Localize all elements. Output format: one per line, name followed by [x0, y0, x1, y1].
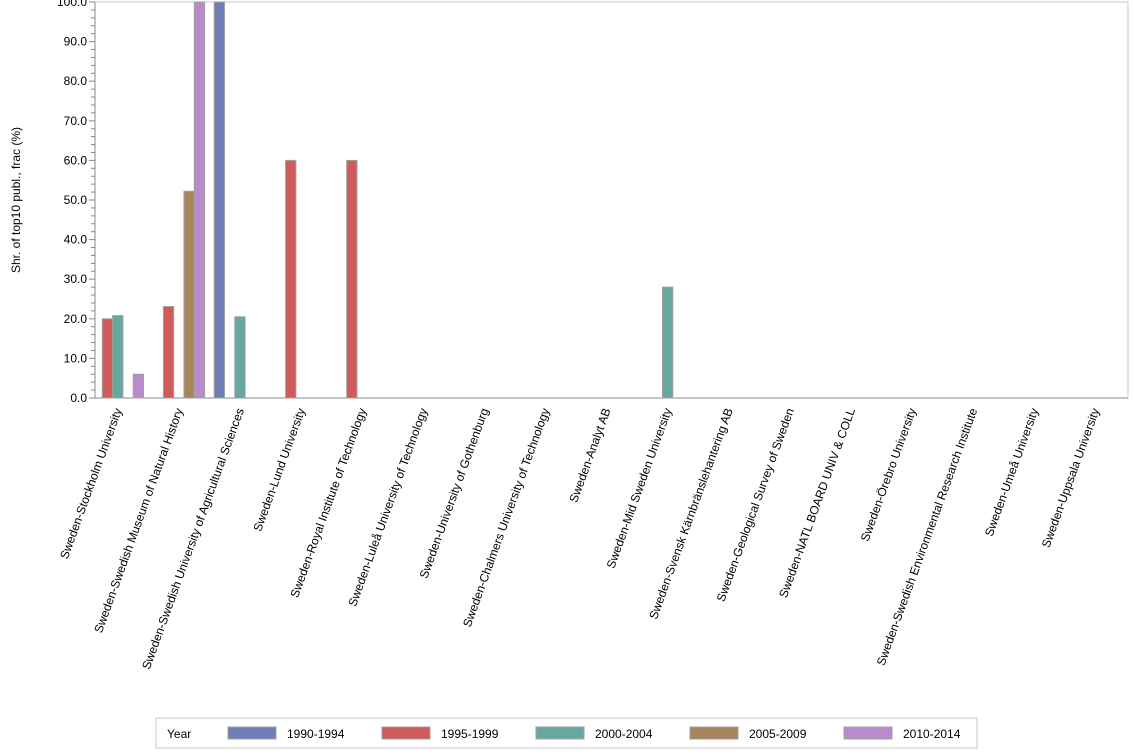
- legend-title: Year: [167, 727, 191, 741]
- y-tick-label: 70.0: [64, 114, 88, 128]
- x-tick-label: Sweden-University of Gothenburg: [417, 406, 492, 580]
- y-tick-label: 50.0: [64, 193, 88, 207]
- bar-1995-1999-1: [162, 306, 175, 399]
- x-tick-label: Sweden-Analyt AB: [566, 406, 613, 504]
- y-tick-label: 100.0: [57, 0, 87, 9]
- y-axis-title: Shr. of top10 publ., frac (%): [9, 127, 23, 273]
- bar-1995-1999-0: [101, 318, 114, 399]
- y-tick-label: 80.0: [64, 74, 88, 88]
- x-tick-label: Sweden-Swedish University of Agricultura…: [139, 406, 247, 671]
- bar-1995-1999-3: [285, 159, 297, 399]
- x-tick-label: Sweden-Lund University: [250, 406, 308, 533]
- x-tick-label: Sweden-Swedish Environmental Research In…: [874, 406, 981, 667]
- bar-1990-1994-2: [213, 1, 225, 399]
- bar-2000-2004-0: [112, 315, 124, 399]
- x-tick-label: Sweden-Örebro University: [858, 406, 919, 543]
- bars: [101, 1, 674, 399]
- y-tick-label: 90.0: [64, 35, 88, 49]
- legend-label: 2010-2014: [903, 727, 961, 741]
- y-tick-label: 0.0: [70, 391, 87, 405]
- bar-1995-1999-4: [346, 159, 358, 399]
- legend-swatch: [381, 726, 431, 740]
- x-tick-label: Sweden-Stockholm University: [57, 406, 125, 561]
- legend-swatch: [843, 726, 893, 740]
- y-tick-label: 30.0: [64, 272, 88, 286]
- plot-frame: [94, 1, 1129, 399]
- x-tick-label: Sweden-Umeå University: [982, 406, 1041, 538]
- x-tick-label: Sweden-Uppsala University: [1039, 406, 1103, 549]
- legend-label: 2000-2004: [595, 727, 653, 741]
- legend-label: 2005-2009: [749, 727, 807, 741]
- legend-swatch: [535, 726, 585, 740]
- y-tick-label: 20.0: [64, 312, 88, 326]
- bar-2000-2004-2: [234, 316, 246, 399]
- x-tick-label: Sweden-NATL BOARD UNIV & COLL: [776, 406, 858, 600]
- legend-swatch: [227, 726, 277, 740]
- legend-swatch: [689, 726, 739, 740]
- legend-label: 1990-1994: [287, 727, 345, 741]
- legend-label: 1995-1999: [441, 727, 499, 741]
- y-axis: 0.0 10.0 20.0 30.0 40.0 50.0 60.0 70.0 80.0 90.0 1…: [57, 0, 1128, 405]
- x-axis-labels: Sweden-Stockholm UniversitySweden-Swedis…: [57, 406, 1102, 671]
- legend-items: 1990-1994 1995-1999 2000-2004 2005-2009 2010…: [227, 726, 961, 741]
- bar-2010-2014-0: [132, 373, 144, 399]
- bar-2000-2004-9: [662, 286, 674, 399]
- x-tick-label: Sweden-Mid Sweden University: [604, 406, 675, 570]
- y-tick-label: 10.0: [64, 351, 88, 365]
- y-tick-label: 40.0: [64, 233, 88, 247]
- y-tick-label: 60.0: [64, 153, 88, 167]
- bar-2010-2014-1: [193, 1, 206, 399]
- bar-2005-2009-1: [183, 190, 195, 399]
